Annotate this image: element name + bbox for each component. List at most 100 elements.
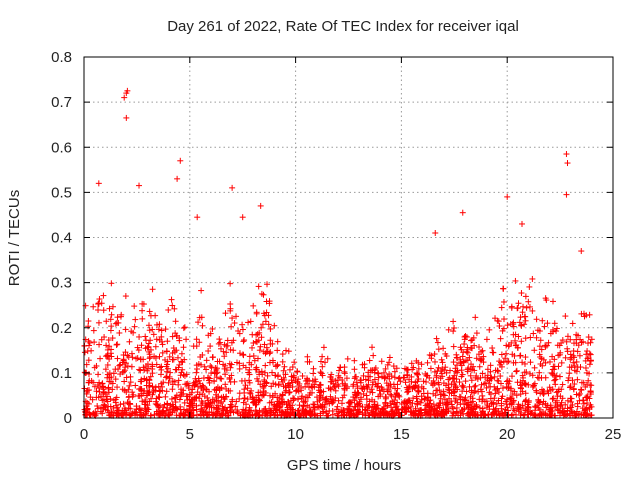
data-point: [189, 404, 196, 411]
data-point: [125, 394, 132, 401]
data-point: [327, 385, 334, 392]
data-point: [193, 378, 200, 385]
data-point: [256, 371, 263, 378]
data-point: [564, 333, 571, 340]
data-point: [239, 321, 246, 328]
data-point: [394, 399, 401, 406]
data-point: [98, 300, 105, 307]
data-point: [317, 358, 324, 365]
data-point: [139, 307, 146, 314]
data-point: [229, 315, 236, 322]
data-point: [459, 353, 466, 360]
data-point: [203, 366, 210, 373]
data-point: [231, 319, 238, 326]
data-point: [181, 399, 188, 406]
data-point: [169, 302, 176, 309]
data-point: [536, 369, 543, 376]
data-point: [351, 357, 358, 364]
data-point: [168, 395, 175, 402]
data-point: [472, 382, 479, 389]
data-point: [527, 334, 534, 341]
data-point: [191, 383, 198, 390]
data-point: [281, 363, 288, 370]
data-point: [236, 395, 243, 402]
data-point: [123, 374, 130, 381]
data-point: [317, 392, 324, 399]
data-point: [250, 339, 257, 346]
data-point: [476, 404, 483, 411]
data-point: [386, 359, 393, 366]
data-point: [513, 368, 520, 375]
data-point: [477, 356, 484, 363]
data-point: [233, 313, 240, 320]
data-point: [418, 393, 425, 400]
data-point: [100, 292, 107, 299]
data-point: [227, 280, 234, 287]
data-point: [156, 388, 163, 395]
data-point: [487, 362, 494, 369]
data-point: [132, 316, 139, 323]
data-point: [147, 337, 154, 344]
data-point: [360, 390, 367, 397]
data-point: [152, 343, 159, 350]
data-point: [582, 364, 589, 371]
data-point: [439, 359, 446, 366]
data-point: [135, 347, 142, 354]
data-point: [587, 389, 594, 396]
data-point: [304, 353, 311, 360]
data-point: [574, 403, 581, 410]
data-point: [541, 323, 548, 330]
data-point: [109, 303, 116, 310]
data-point: [509, 373, 516, 380]
data-point: [510, 331, 517, 338]
data-point: [294, 368, 301, 375]
data-point: [319, 353, 326, 360]
data-point: [472, 314, 479, 321]
data-point: [369, 344, 376, 351]
data-point: [149, 391, 156, 398]
data-point: [149, 383, 156, 390]
data-point: [529, 307, 536, 314]
data-point: [497, 335, 504, 342]
data-point: [240, 352, 247, 359]
data-point: [140, 390, 147, 397]
data-point: [433, 335, 440, 342]
data-point: [169, 381, 176, 388]
data-point: [370, 352, 377, 359]
data-point: [547, 330, 554, 337]
data-point: [442, 364, 449, 371]
data-point: [189, 386, 196, 393]
data-point: [267, 325, 274, 332]
data-point: [282, 371, 289, 378]
data-point: [459, 383, 466, 390]
data-point: [577, 364, 584, 371]
data-point: [195, 361, 202, 368]
data-point: [193, 336, 200, 343]
data-point: [540, 356, 547, 363]
data-point: [531, 347, 538, 354]
data-point: [153, 336, 160, 343]
data-point: [257, 343, 264, 350]
data-point: [556, 373, 563, 380]
grid: [84, 57, 613, 418]
data-point: [139, 315, 146, 322]
data-point: [163, 348, 170, 355]
data-point: [217, 375, 224, 382]
data-point: [445, 376, 452, 383]
data-point: [512, 277, 519, 284]
data-point: [236, 390, 243, 397]
data-point: [131, 303, 138, 310]
data-point: [206, 379, 213, 386]
data-point: [354, 385, 361, 392]
data-point: [176, 396, 183, 403]
data-point: [390, 363, 397, 370]
data-point: [266, 298, 273, 305]
data-point: [433, 372, 440, 379]
data-point: [94, 405, 101, 412]
data-point: [423, 372, 430, 379]
data-point: [124, 399, 131, 406]
data-point: [81, 349, 88, 356]
data-point: [117, 401, 124, 408]
data-point: [90, 303, 97, 310]
data-point: [153, 395, 160, 402]
